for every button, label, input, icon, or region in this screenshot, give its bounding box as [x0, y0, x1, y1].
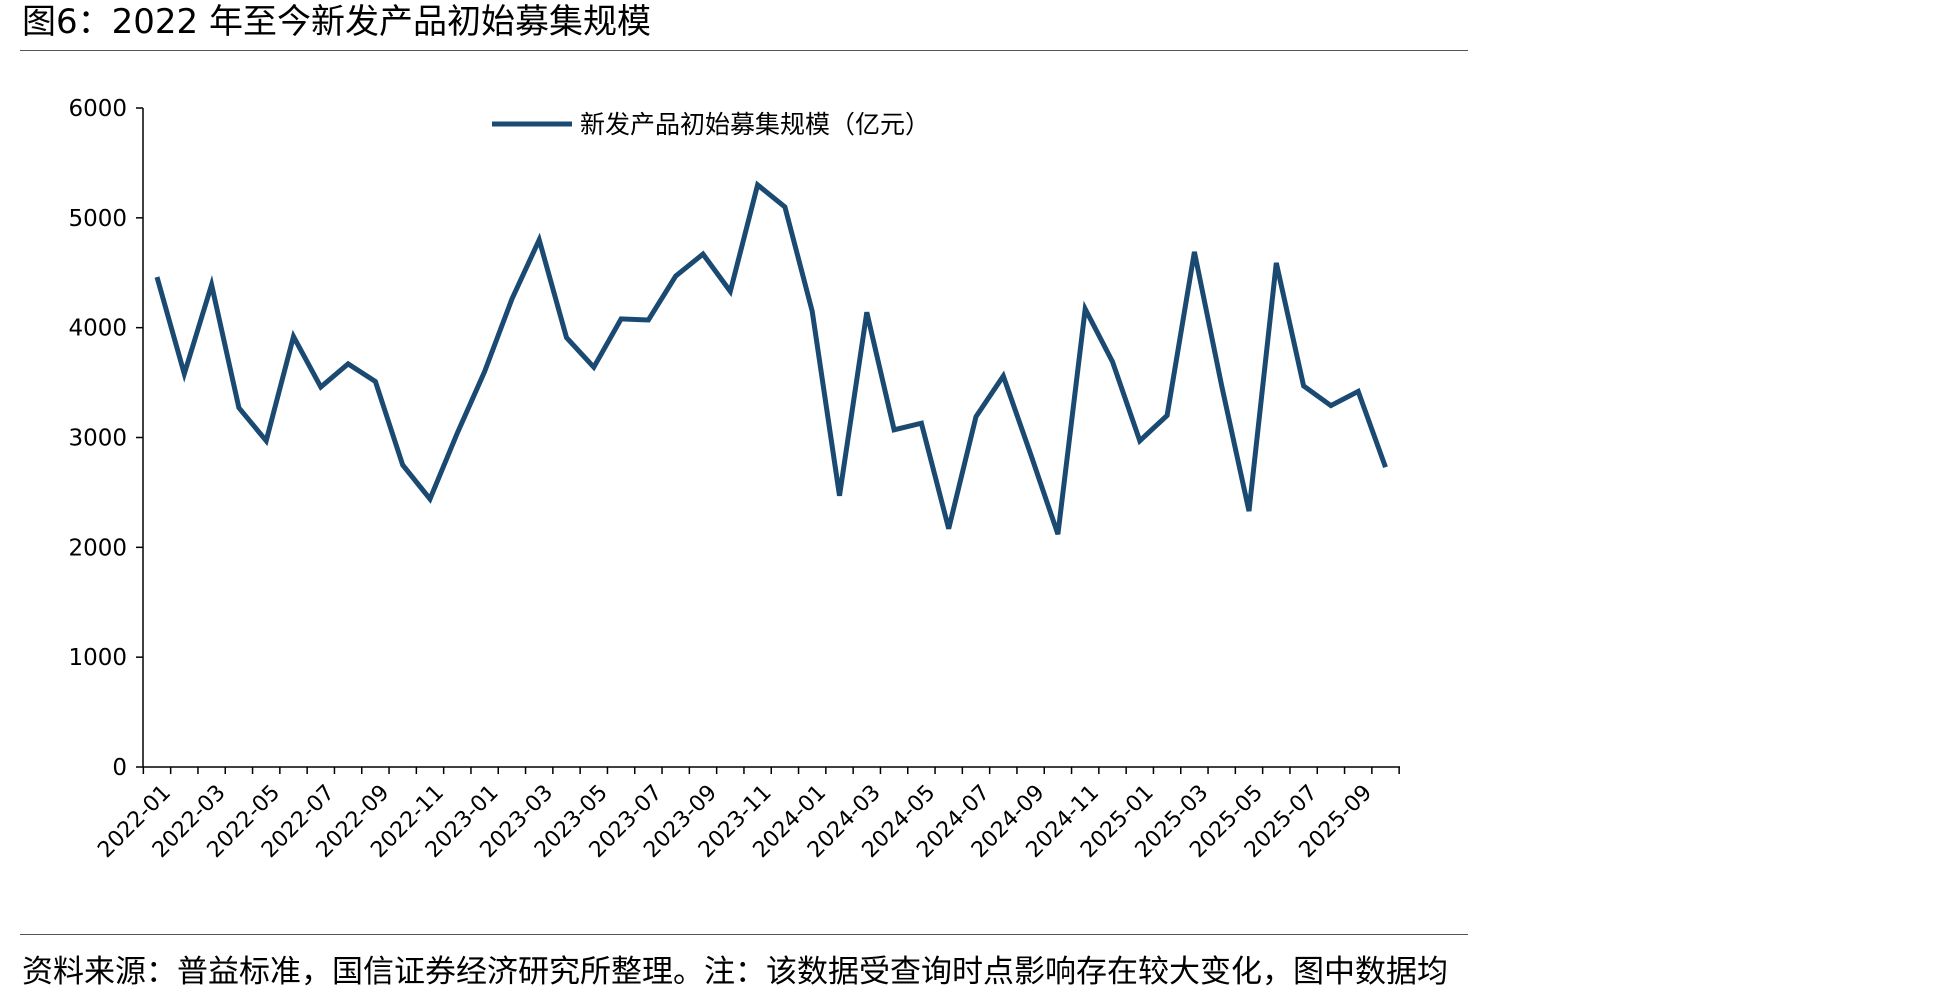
y-tick-label: 3000	[68, 426, 127, 452]
figure-title: 图6：2022 年至今新发产品初始募集规模	[22, 2, 651, 42]
title-divider	[20, 50, 1468, 51]
y-tick-label: 0	[112, 755, 127, 781]
y-tick-label: 2000	[68, 535, 127, 561]
line-chart: 0 1000 2000 3000 4000 5000 6000 2022-012022-03…	[68, 96, 1400, 863]
y-tick-label: 6000	[68, 96, 127, 122]
series-layer	[154, 180, 1388, 536]
series-line	[154, 180, 1388, 536]
y-tick-label: 4000	[68, 316, 127, 342]
legend: 新发产品初始募集规模（亿元）	[492, 110, 930, 139]
source-divider	[20, 934, 1468, 935]
source-note: 资料来源：普益标准，国信证券经济研究所整理。注：该数据受查询时点影响存在较大变化…	[22, 954, 1448, 990]
y-tick-label: 1000	[68, 645, 127, 671]
x-axis-ticks: 2022-012022-032022-052022-072022-092022-…	[93, 767, 1400, 863]
y-axis-ticks: 0 1000 2000 3000 4000 5000 6000	[68, 96, 143, 781]
y-tick-label: 5000	[68, 206, 127, 232]
legend-label: 新发产品初始募集规模（亿元）	[580, 110, 930, 139]
